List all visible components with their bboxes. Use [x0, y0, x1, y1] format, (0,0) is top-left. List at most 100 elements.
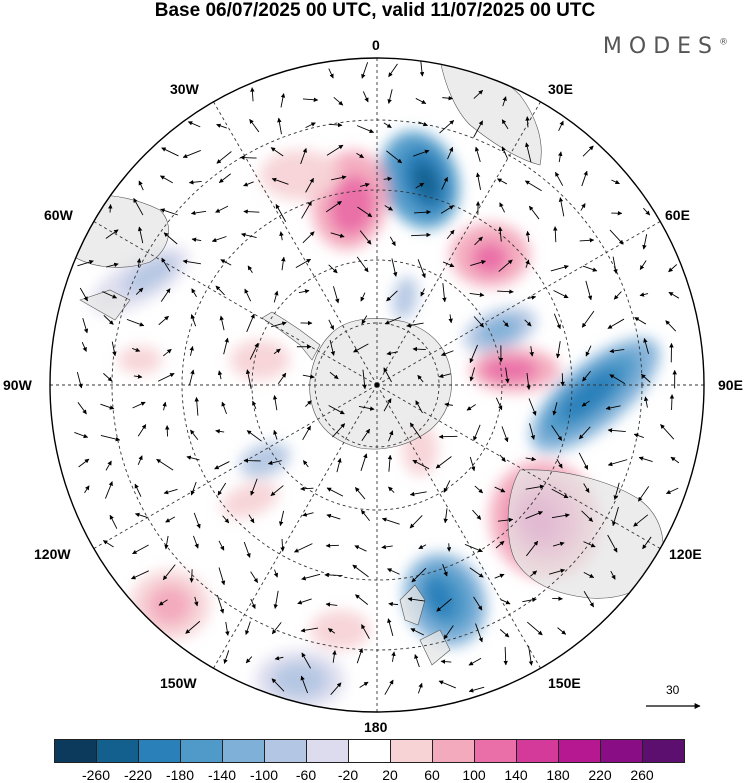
wind-arrow: [245, 369, 252, 390]
wind-arrow: [475, 172, 481, 190]
wind-arrow: [216, 151, 232, 164]
wind-arrow: [473, 89, 484, 99]
wind-arrow: [191, 288, 197, 298]
wind-arrow: [473, 596, 483, 611]
wind-arrow: [189, 369, 195, 386]
wind-arrow: [328, 264, 338, 274]
wind-arrow: [305, 400, 312, 407]
meridian-line: [376, 221, 661, 386]
landmass: [309, 318, 452, 450]
wind-arrow: [387, 89, 393, 104]
wind-arrow: [215, 429, 225, 434]
wind-arrow: [243, 181, 254, 187]
wind-arrow: [138, 180, 144, 191]
wind-arrow: [326, 513, 341, 520]
wind-arrow: [551, 425, 563, 441]
wind-arrow: [414, 209, 432, 215]
wind-arrow: [300, 627, 319, 633]
wind-arrow: [194, 396, 199, 416]
wind-arrow: [218, 567, 226, 586]
wind-arrow: [555, 171, 564, 186]
anomaly-region: [123, 256, 177, 294]
wind-arrow: [190, 481, 197, 496]
wind-arrow: [391, 651, 396, 662]
wind-arrow: [607, 459, 628, 467]
lon-label-60w: 60W: [44, 207, 73, 223]
wind-arrow: [448, 314, 453, 324]
wind-arrow: [360, 182, 370, 188]
pole-marker: [374, 382, 380, 388]
wind-arrow: [327, 628, 336, 634]
wind-arrow: [381, 544, 393, 550]
wind-arrow: [634, 317, 647, 325]
wind-arrow: [188, 180, 202, 185]
wind-arrow: [336, 457, 342, 473]
wind-arrow: [185, 620, 201, 634]
wind-arrow: [281, 256, 286, 271]
wind-arrow: [418, 121, 428, 127]
wind-arrow: [643, 337, 649, 354]
colorbar-tick-label: -60: [295, 767, 317, 783]
anomaly-region: [392, 276, 418, 320]
wind-arrow: [215, 285, 225, 296]
wind-arrow: [411, 232, 431, 238]
wind-arrow: [354, 545, 367, 552]
wind-arrow: [137, 424, 147, 437]
wind-arrow: [525, 259, 530, 268]
wind-arrow: [245, 621, 251, 636]
wind-arrow: [246, 430, 262, 442]
landmass: [399, 584, 426, 626]
colorbar-tick-label: -140: [207, 767, 237, 783]
anomaly-region: [148, 585, 192, 625]
wind-arrow: [500, 599, 511, 605]
wind-arrow: [466, 404, 476, 411]
wind-arrow: [611, 506, 619, 527]
wind-arrow: [136, 258, 142, 268]
wind-arrow: [388, 601, 399, 607]
wind-arrow: [79, 287, 88, 302]
wind-arrow: [464, 543, 483, 553]
wind-arrow: [498, 226, 503, 242]
wind-arrow: [160, 208, 179, 216]
wind-arrow: [551, 513, 570, 519]
wind-arrow: [502, 96, 507, 107]
wind-arrow: [498, 259, 513, 272]
wind-arrow: [530, 570, 538, 577]
wind-arrow: [77, 402, 87, 415]
wind-arrow: [361, 62, 369, 79]
meridian-line: [213, 101, 378, 386]
wind-arrow: [305, 177, 314, 193]
wind-arrow: [639, 292, 649, 297]
wind-arrow: [583, 571, 595, 578]
wind-arrow: [607, 318, 625, 329]
wind-arrow: [412, 346, 426, 352]
wind-arrow: [409, 422, 422, 439]
colorbar-swatch: [558, 739, 601, 763]
wind-arrow: [526, 540, 539, 557]
colorbar-swatch: [432, 739, 475, 763]
wind-arrow: [497, 178, 508, 185]
wind-arrow: [414, 654, 420, 668]
wind-arrow: [277, 372, 287, 385]
wind-arrow: [274, 655, 284, 661]
wind-arrow: [105, 229, 119, 239]
landmass: [79, 289, 131, 321]
wind-arrow: [193, 535, 199, 549]
wind-arrow: [412, 459, 430, 470]
wind-arrow: [358, 406, 375, 411]
wind-arrow: [612, 256, 618, 274]
wind-arrow: [103, 315, 114, 325]
wind-arrow: [469, 567, 484, 578]
anomaly-region: [424, 577, 456, 619]
wind-arrow: [525, 456, 537, 462]
wind-arrow: [165, 516, 176, 523]
colorbar-tick-label: 60: [424, 767, 440, 783]
wind-arrow: [581, 170, 588, 187]
wind-arrow: [474, 146, 481, 163]
wind-arrow: [497, 517, 514, 523]
wind-arrow: [438, 680, 456, 689]
anomaly-region: [412, 162, 440, 202]
wind-arrow: [558, 197, 565, 217]
wind-arrow: [607, 428, 626, 433]
wind-arrow: [582, 265, 598, 272]
